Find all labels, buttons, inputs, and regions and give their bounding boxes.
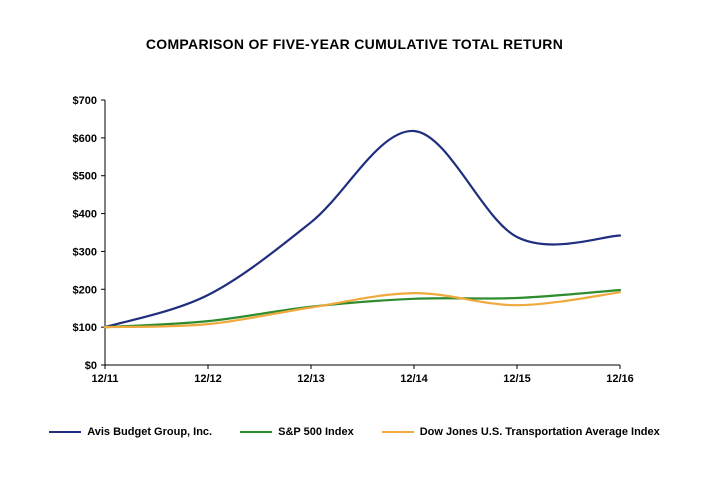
legend-item: Dow Jones U.S. Transportation Average In… <box>381 426 660 438</box>
x-tick-label: 12/13 <box>297 373 325 385</box>
y-tick-label: $300 <box>73 246 97 258</box>
y-tick-label: $700 <box>73 95 97 107</box>
series-line-avis-budget-group-inc <box>103 129 622 329</box>
series-line-s-p-500-index <box>103 288 622 329</box>
x-tick-label: 12/16 <box>606 373 634 385</box>
x-tick-label: 12/14 <box>400 373 428 385</box>
legend-swatch <box>381 431 414 433</box>
y-tick-label: $400 <box>73 209 97 221</box>
legend-label: S&P 500 Index <box>278 426 354 438</box>
y-tick-label: $0 <box>85 360 97 372</box>
x-tick-label: 12/12 <box>194 373 222 385</box>
x-tick-label: 12/15 <box>503 373 531 385</box>
legend-label: Dow Jones U.S. Transportation Average In… <box>419 426 660 438</box>
x-tick-label: 12/11 <box>92 373 119 385</box>
y-tick-label: $100 <box>73 322 97 334</box>
legend-swatch <box>240 431 273 433</box>
legend-swatch <box>49 431 82 433</box>
legend-item: S&P 500 Index <box>240 426 354 438</box>
y-tick-label: $500 <box>73 171 97 183</box>
chart-title: COMPARISON OF FIVE-YEAR CUMULATIVE TOTAL… <box>145 36 564 52</box>
legend: Avis Budget Group, Inc. S&P 500 Index Dow … <box>0 426 709 438</box>
y-tick-label: $600 <box>73 133 97 145</box>
legend-label: Avis Budget Group, Inc. <box>87 426 213 438</box>
legend-item: Avis Budget Group, Inc. <box>49 426 212 438</box>
y-tick-label: $200 <box>73 284 97 296</box>
series-line-dow-jones-u-s-transportation-average-index <box>103 291 622 329</box>
